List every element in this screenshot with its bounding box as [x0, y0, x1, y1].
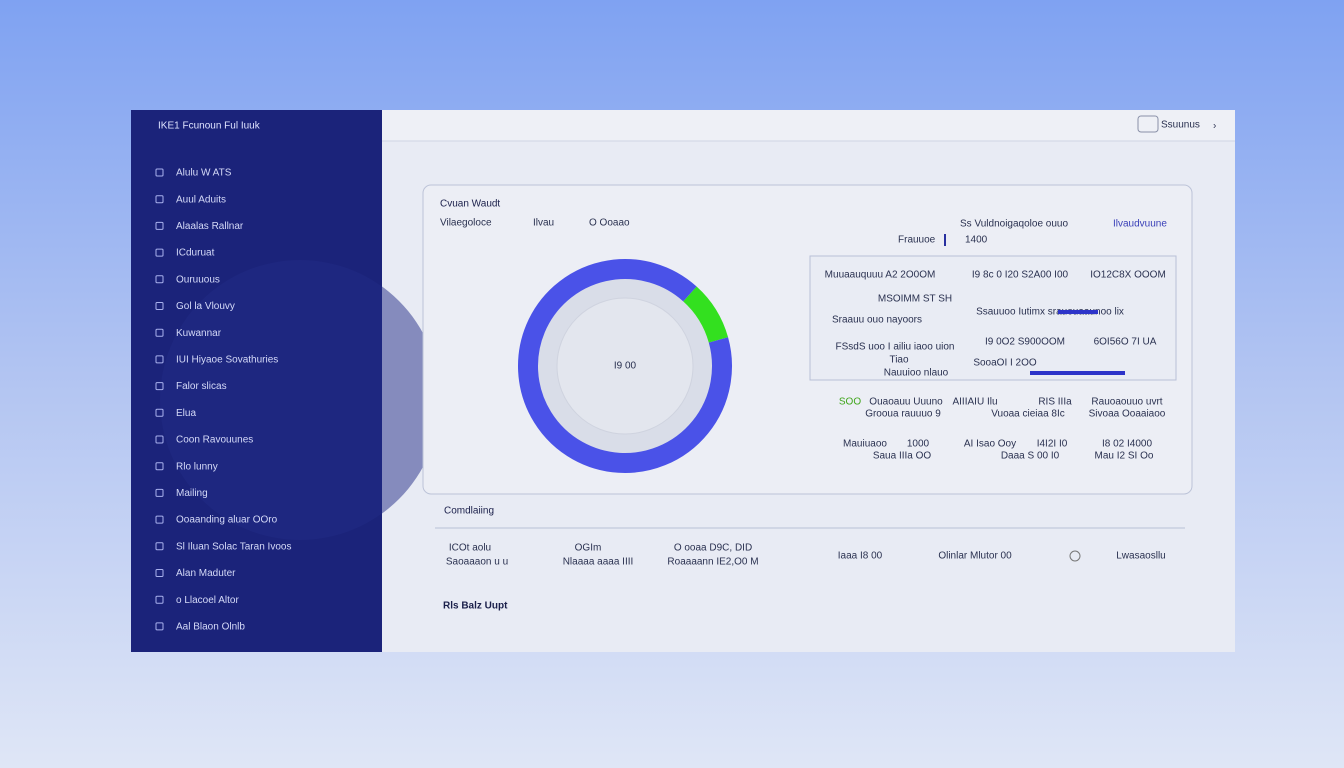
stat-text: Rauoaouuo uvrt [1091, 397, 1162, 408]
nav-item[interactable]: o Llacoel Altor [176, 595, 239, 606]
donut-ring [556, 297, 694, 435]
stats-box [809, 255, 1177, 381]
stat-text: I9 0O2 S900OOM [985, 337, 1065, 348]
logo: IKE1 Fcunoun Ful Iuuk [158, 121, 261, 132]
nav-icon [155, 221, 164, 230]
stat-text: Mau I2 SI Oo [1095, 451, 1154, 462]
nav-item[interactable]: Sl Iluan Solac Taran Ivoos [176, 541, 291, 552]
stat-bar [1058, 310, 1098, 314]
stat-text: SOO [839, 397, 861, 408]
stat-text: Muuaauquuu A2 2O0OM [825, 270, 936, 281]
legend-item: O Ooaao [589, 218, 630, 229]
nav-item[interactable]: ICduruat [176, 248, 215, 259]
nav-item[interactable]: Elua [176, 408, 196, 419]
nav-icon [155, 195, 164, 204]
nav-item[interactable]: Kuwannar [176, 328, 222, 339]
radio[interactable] [1069, 550, 1081, 562]
nav-item[interactable]: Alaalas Rallnar [176, 221, 244, 232]
user-name[interactable]: Ssuunus [1161, 120, 1200, 131]
nav-item[interactable]: Coon Ravouunes [176, 435, 253, 446]
chevron: › [1213, 121, 1216, 132]
nav-item[interactable]: Ouruuous [176, 274, 220, 285]
card-subtitle: Vilaegoloce [440, 218, 492, 229]
nav-icon [155, 595, 164, 604]
nav-icon [155, 168, 164, 177]
completion-cell: Olinlar Mlutor 00 [938, 551, 1012, 562]
completion-cell: Iaaa I8 00 [838, 551, 883, 562]
right-label: Ilvaudvuune [1113, 219, 1167, 230]
completion-cell: ICOt aolu [449, 543, 491, 554]
stat-text: I4I2I I0 [1037, 439, 1068, 450]
nav-icon [155, 569, 164, 577]
filter-label[interactable]: Frauuoe [898, 235, 936, 246]
stat-text: Ouaoauu Uuuno [869, 397, 943, 408]
stat-text: Sraauu ouo nayoors [832, 315, 922, 326]
stat-text: Sivoaa Ooaaiaoo [1089, 409, 1166, 420]
topbar [382, 110, 1235, 141]
nav-icon [155, 408, 164, 417]
nav-icon [155, 302, 164, 310]
filter-value[interactable]: 1400 [965, 235, 988, 246]
stat-bar [1030, 371, 1125, 375]
donut-segment [682, 286, 729, 343]
nav-item[interactable]: Mailing [176, 488, 208, 499]
nav-icon [155, 542, 164, 551]
nav-icon [155, 622, 164, 631]
nav-icon [155, 488, 164, 497]
stat-text: 1000 [907, 439, 930, 450]
stat-text: Daaa S 00 I0 [1001, 451, 1060, 462]
sidebar-decor [160, 260, 440, 540]
nav-icon [155, 462, 164, 471]
stat-text: 6OI56O 7I UA [1094, 337, 1157, 348]
right-label: Ss Vuldnoigaqoloe ouuo [960, 219, 1068, 230]
nav-icon [155, 515, 164, 524]
stat-text: Nauuioo nlauo [884, 368, 949, 379]
stat-text: Tiao [889, 355, 909, 366]
legend-item: Ilvau [533, 218, 554, 229]
stat-text: AI Isao Ooy [964, 439, 1016, 450]
stat-text: FSsdS uoo I ailiu iaoo uion [836, 342, 955, 353]
nav-icon [155, 275, 164, 284]
nav-item[interactable]: Auul Aduits [176, 194, 226, 205]
stat-text: Ssauuoo Iutimx srauouaaunoo lix [976, 307, 1124, 318]
stat-text: IO12C8X OOOM [1090, 270, 1166, 281]
nav-item[interactable]: Rlo lunny [176, 461, 218, 472]
donut-center: I9 00 [614, 361, 637, 372]
stat-text: Grooua rauuuo 9 [865, 409, 941, 420]
nav-icon [155, 328, 164, 337]
stat-text: RIS IIIa [1038, 397, 1072, 408]
stat-text: AIIIAIU Ilu [952, 397, 997, 408]
stat-text: Saua IIIa OO [873, 451, 932, 462]
nav-item[interactable]: Alulu W ATS [176, 168, 232, 179]
completion-cell: O ooaa D9C, DID [674, 543, 752, 554]
nav-item[interactable]: Ooaanding aluar OOro [176, 515, 278, 526]
stat-text: I8 02 I4000 [1102, 439, 1152, 450]
nav-item[interactable]: Gol la Vlouvy [176, 301, 235, 312]
completion-cell: OGIm [575, 543, 602, 554]
nav-icon [155, 355, 164, 364]
nav-item[interactable]: Alan Maduter [176, 568, 236, 579]
stat-text: Vuoaa cieiaa 8Ic [991, 409, 1065, 420]
completion-cell: Saoaaaon u u [446, 557, 508, 568]
completion-cell: Roaaaann IE2,O0 M [667, 557, 758, 568]
nav-item[interactable]: Aal Blaon Olnlb [176, 622, 245, 633]
completion-cell: Nlaaaa aaaa IIII [563, 557, 634, 568]
stat-text: Mauiuaoo [843, 439, 887, 450]
card-title: Cvuan Waudt [440, 199, 500, 210]
stat-text: SooaOI I 2OO [973, 358, 1037, 369]
nav-item[interactable]: IUI Hiyaoe Sovathuries [176, 355, 278, 366]
donut-segment [518, 259, 732, 473]
avatar [1137, 115, 1159, 133]
nav-item[interactable]: Falor slicas [176, 381, 227, 392]
nav-icon [155, 382, 164, 391]
stat-text: MSOIMM ST SH [878, 294, 952, 305]
stat-text: I9 8c 0 I20 S2A00 I00 [972, 270, 1069, 281]
completion-cell: Lwasaosllu [1116, 551, 1165, 562]
nav-icon [155, 435, 164, 444]
footer-title: Rls Balz Uupt [443, 601, 508, 612]
section-title: Comdlaiing [444, 506, 494, 517]
nav-icon [155, 248, 164, 257]
